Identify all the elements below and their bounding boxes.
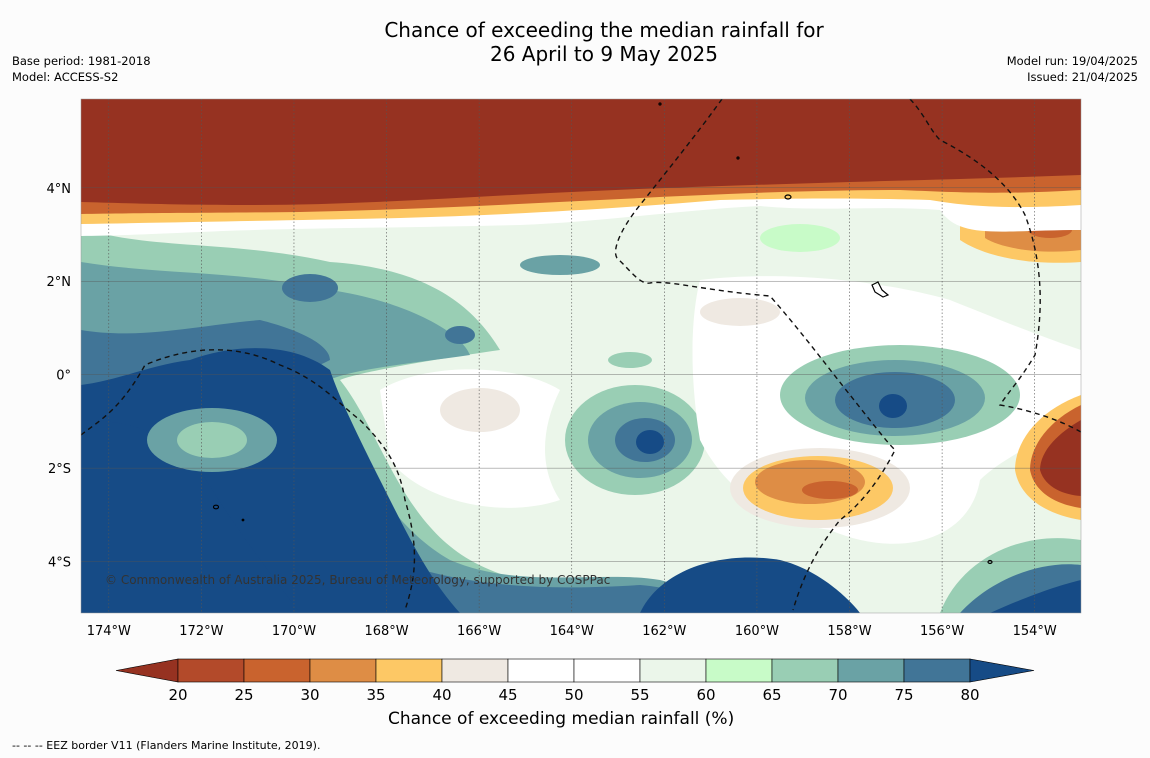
field-inner-70 [177, 422, 247, 458]
lat-tick-label: 4°S [48, 556, 71, 571]
colorbar-tick-label: 25 [234, 686, 253, 704]
field-30-se [755, 460, 865, 504]
lat-tick-label: 0° [56, 369, 71, 384]
colorbar-extend-high [969, 658, 1035, 683]
colorbar-cell [771, 658, 839, 683]
rainfall-field [81, 99, 1081, 613]
colorbar-tick-label: 50 [564, 686, 583, 704]
lon-tick-label: 166°W [457, 624, 501, 639]
colorbar: 20 25 30 35 40 45 50 55 60 65 70 75 80 [115, 658, 1035, 704]
colorbar-tick-label: 70 [828, 686, 847, 704]
colorbar-cell [705, 658, 773, 683]
colorbar-cell [507, 658, 575, 683]
colorbar-tick-label: 60 [696, 686, 715, 704]
colorbar-tick-label: 20 [168, 686, 187, 704]
lon-tick-label: 160°W [735, 624, 779, 639]
base-period-text: Base period: 1981-2018 [12, 54, 151, 68]
colorbar-cell [639, 658, 707, 683]
model-run-text: Model run: 19/04/2025 [1006, 54, 1138, 68]
lat-tick-labels: 4°N 2°N 0° 2°S 4°S [47, 182, 72, 571]
lat-tick-label: 4°N [47, 182, 72, 197]
field-blob-75a [520, 255, 600, 275]
colorbar-cell [177, 658, 245, 683]
field-25-se [802, 481, 858, 499]
eez-border [81, 99, 1081, 611]
lon-tick-label: 170°W [272, 624, 316, 639]
colorbar-title: Chance of exceeding median rainfall (%) [388, 709, 735, 729]
field-80-small [445, 326, 475, 344]
colorbar-cell [837, 658, 905, 683]
graticule [81, 99, 1081, 613]
colorbar-extend-low [115, 658, 179, 683]
lon-tick-label: 164°W [550, 624, 594, 639]
colorbar-tick-label: 45 [498, 686, 517, 704]
islands [212, 102, 993, 565]
colorbar-cell [243, 658, 311, 683]
lon-tick-label: 156°W [920, 624, 964, 639]
colorbar-tick-label: 75 [894, 686, 913, 704]
title-line-1: Chance of exceeding the median rainfall … [384, 18, 824, 42]
colorbar-tick-label: 30 [300, 686, 319, 704]
field-gt80-central [636, 430, 664, 454]
colorbar-cell [441, 658, 509, 683]
lon-tick-label: 158°W [827, 624, 871, 639]
title-line-2: 26 April to 9 May 2025 [490, 42, 718, 66]
lon-tick-label: 174°W [87, 624, 131, 639]
meta-left: Base period: 1981-2018 Model: ACCESS-S2 [12, 53, 151, 85]
field-gt80-east [879, 394, 907, 418]
footnote: -- -- -- EEZ border V11 (Flanders Marine… [12, 739, 321, 752]
map-frame [80, 98, 1082, 614]
chart-title: Chance of exceeding the median rainfall … [0, 18, 1150, 66]
rainfall-map: © Commonwealth of Australia 2025, Bureau… [47, 98, 1082, 639]
lon-tick-labels: 174°W 172°W 170°W 168°W 166°W 164°W 162°W 160°W… [87, 624, 1057, 639]
colorbar-cells [115, 658, 1035, 683]
model-text: Model: ACCESS-S2 [12, 70, 119, 84]
lon-tick-label: 154°W [1013, 624, 1057, 639]
field-45-east [700, 298, 780, 326]
field-20-north [81, 99, 1081, 205]
colorbar-cell [903, 658, 971, 683]
lon-tick-label: 172°W [179, 624, 223, 639]
lon-tick-label: 162°W [642, 624, 686, 639]
colorbar-tick-labels: 20 25 30 35 40 45 50 55 60 65 70 75 80 [168, 686, 979, 704]
lat-tick-label: 2°S [48, 462, 71, 477]
colorbar-tick-label: 35 [366, 686, 385, 704]
colorbar-tick-label: 40 [432, 686, 451, 704]
colorbar-cell [375, 658, 443, 683]
field-gt80-secorner [990, 580, 1081, 613]
field-blob-80a [282, 274, 338, 302]
lon-tick-label: 168°W [364, 624, 408, 639]
field-70-small [608, 352, 652, 368]
colorbar-tick-label: 65 [762, 686, 781, 704]
meta-right: Model run: 19/04/2025 Issued: 21/04/2025 [1007, 53, 1138, 85]
colorbar-tick-label: 55 [630, 686, 649, 704]
colorbar-cell [573, 658, 641, 683]
colorbar-tick-label: 80 [960, 686, 979, 704]
field-65-a [760, 224, 840, 252]
field-45-central [440, 388, 520, 432]
copyright-text: © Commonwealth of Australia 2025, Bureau… [105, 573, 610, 587]
field-gt80-south [640, 557, 860, 613]
lat-tick-label: 2°N [47, 275, 72, 290]
issued-text: Issued: 21/04/2025 [1027, 70, 1138, 84]
colorbar-cell [309, 658, 377, 683]
field-20-eastedge [1040, 420, 1081, 496]
